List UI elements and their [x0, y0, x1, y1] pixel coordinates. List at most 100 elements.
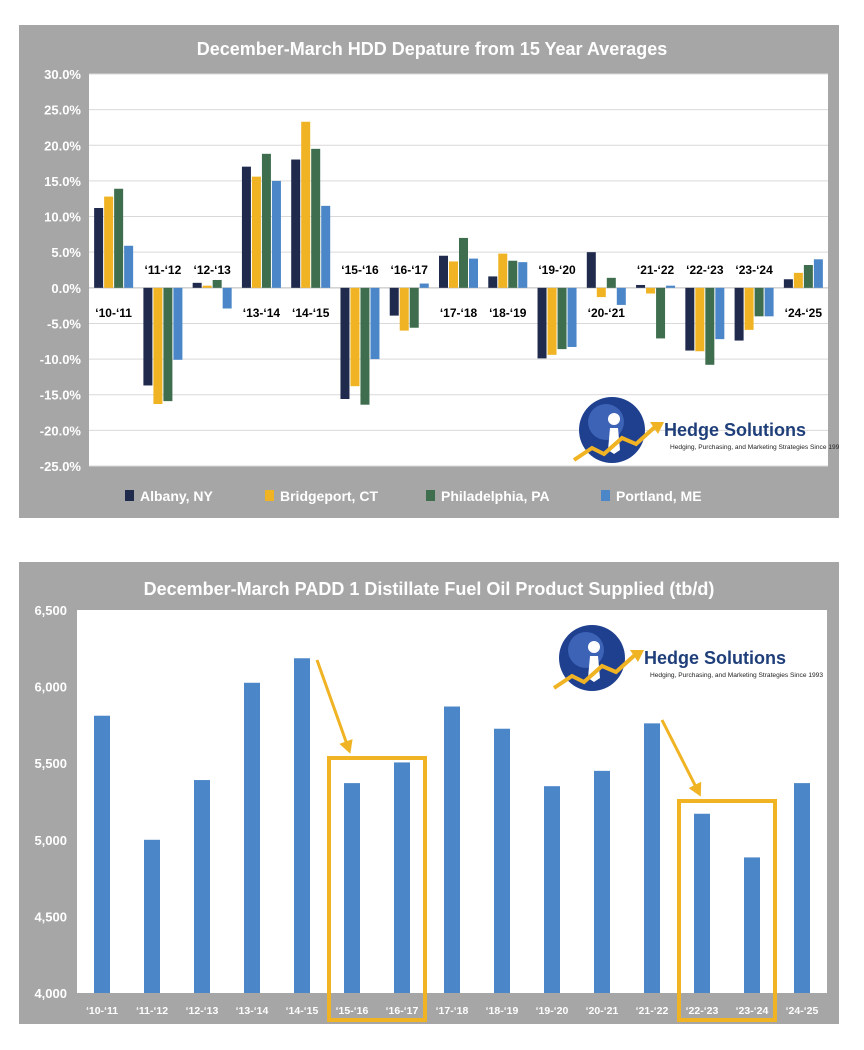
hdd-bar — [764, 287, 774, 317]
distillate-category-label: ‘15-‘16 — [336, 1005, 369, 1017]
distillate-bar — [194, 780, 210, 993]
hdd-bar — [222, 287, 232, 309]
hdd-y-tick-label: 15.0% — [44, 174, 81, 189]
hdd-y-tick-label: -5.0% — [47, 316, 81, 331]
hdd-bar — [705, 287, 715, 365]
distillate-bar — [694, 813, 710, 993]
distillate-bar — [94, 715, 110, 993]
hdd-category-label: ‘18-‘19 — [489, 306, 527, 320]
hdd-bar — [498, 253, 508, 288]
hdd-category-label: ‘24-‘25 — [785, 306, 823, 320]
hdd-y-tick-label: 20.0% — [44, 138, 81, 153]
legend-label: Philadelphia, PA — [441, 488, 550, 504]
hdd-bar — [734, 287, 744, 341]
hdd-category-label: ‘22-‘23 — [686, 263, 724, 277]
distillate-bar — [144, 839, 160, 993]
hdd-bar — [537, 287, 547, 359]
distillate-category-label: ‘18-‘19 — [486, 1005, 519, 1017]
hdd-bar — [163, 287, 173, 402]
hdd-y-tick-label: -20.0% — [40, 423, 82, 438]
hdd-bar — [360, 287, 370, 405]
hdd-category-label: ‘15-‘16 — [341, 263, 379, 277]
hdd-category-label: ‘10-‘11 — [95, 306, 132, 320]
hdd-bar — [291, 159, 301, 288]
hdd-bar — [449, 261, 458, 288]
highlight-box — [677, 799, 777, 1022]
legend-swatch — [125, 490, 134, 501]
distillate-y-tick-label: 4,000 — [34, 986, 67, 1001]
legend-label: Bridgeport, CT — [280, 488, 378, 504]
hdd-bar — [636, 284, 646, 288]
hdd-bar — [321, 205, 331, 288]
hdd-category-label: ‘13-‘14 — [243, 306, 281, 320]
hdd-plot-area — [89, 74, 828, 466]
hdd-y-tick-label: 30.0% — [44, 67, 81, 82]
hdd-category-label: ‘12-‘13 — [193, 263, 231, 277]
hdd-bar — [813, 259, 823, 288]
distillate-category-label: ‘11-‘12 — [136, 1005, 168, 1017]
distillate-category-label: ‘24-‘25 — [786, 1005, 819, 1017]
hdd-bar — [744, 287, 754, 330]
distillate-category-label: ‘20-‘21 — [586, 1005, 619, 1017]
highlight-arrow-head-icon — [688, 781, 702, 797]
distillate-y-tick-label: 6,000 — [34, 680, 67, 695]
hdd-bar — [557, 287, 567, 350]
logo-figure-head — [588, 641, 600, 653]
hdd-bar — [459, 237, 468, 288]
hdd-bar — [685, 287, 695, 351]
logo-tagline: Hedging, Purchasing, and Marketing Strat… — [670, 444, 839, 451]
hdd-bar — [251, 176, 261, 288]
distillate-chart-title: December-March PADD 1 Distillate Fuel Oi… — [144, 579, 715, 599]
hdd-bar — [153, 287, 163, 404]
highlight-arrow-head-icon — [339, 739, 353, 754]
logo-arrow-head-icon — [630, 650, 644, 662]
distillate-category-label: ‘21-‘22 — [636, 1005, 669, 1017]
hdd-bar — [370, 287, 380, 360]
hdd-y-tick-label: -10.0% — [40, 352, 82, 367]
hdd-bar — [301, 121, 311, 288]
legend-swatch — [426, 490, 435, 501]
distillate-bar — [644, 723, 660, 993]
hdd-bar — [261, 153, 271, 288]
hdd-bar — [586, 252, 596, 288]
distillate-category-label: ‘13-‘14 — [236, 1005, 269, 1017]
hdd-bar — [596, 287, 606, 298]
hdd-bar — [350, 287, 360, 387]
hdd-y-tick-label: 5.0% — [51, 245, 81, 260]
distillate-bar — [494, 728, 510, 993]
legend-label: Albany, NY — [140, 488, 214, 504]
hdd-bar — [783, 279, 793, 288]
distillate-bar — [394, 762, 410, 993]
hdd-y-tick-label: 0.0% — [51, 281, 81, 296]
distillate-y-tick-label: 6,500 — [34, 603, 67, 618]
distillate-bar — [244, 682, 260, 993]
hdd-bar — [656, 287, 666, 339]
hdd-bar — [439, 255, 448, 288]
hdd-bar — [94, 207, 104, 288]
highlight-box — [327, 756, 427, 1022]
hdd-y-tick-label: 25.0% — [44, 103, 81, 118]
logo-rising-arrow-icon — [572, 424, 658, 462]
hdd-category-label: ‘11-‘12 — [145, 263, 182, 277]
logo-name: Hedge Solutions — [664, 420, 806, 440]
highlight-arrow — [315, 659, 351, 751]
distillate-category-label: ‘19-‘20 — [536, 1005, 569, 1017]
hdd-bar — [547, 287, 557, 355]
hdd-bar — [271, 180, 281, 288]
distillate-category-label: ‘17-‘18 — [436, 1005, 469, 1017]
hdd-bar — [646, 287, 656, 294]
distillate-chart: December-March PADD 1 Distillate Fuel Oi… — [34, 579, 827, 1022]
hdd-bar — [409, 287, 419, 328]
hdd-bar — [616, 287, 626, 305]
hdd-category-label: ‘16-‘17 — [391, 263, 429, 277]
hdd-bar — [508, 260, 518, 288]
distillate-y-tick-label: 4,500 — [34, 909, 67, 924]
hdd-bar — [606, 277, 616, 288]
hdd-bar — [793, 272, 803, 288]
distillate-category-label: ‘16-‘17 — [386, 1005, 419, 1017]
hdd-bar — [212, 279, 222, 288]
hdd-bar — [666, 285, 676, 288]
hdd-bar — [202, 285, 212, 288]
hedge-solutions-logo: Hedge Solutions Hedging, Purchasing, and… — [572, 397, 839, 463]
hdd-chart: December-March HDD Depature from 15 Year… — [40, 39, 839, 504]
